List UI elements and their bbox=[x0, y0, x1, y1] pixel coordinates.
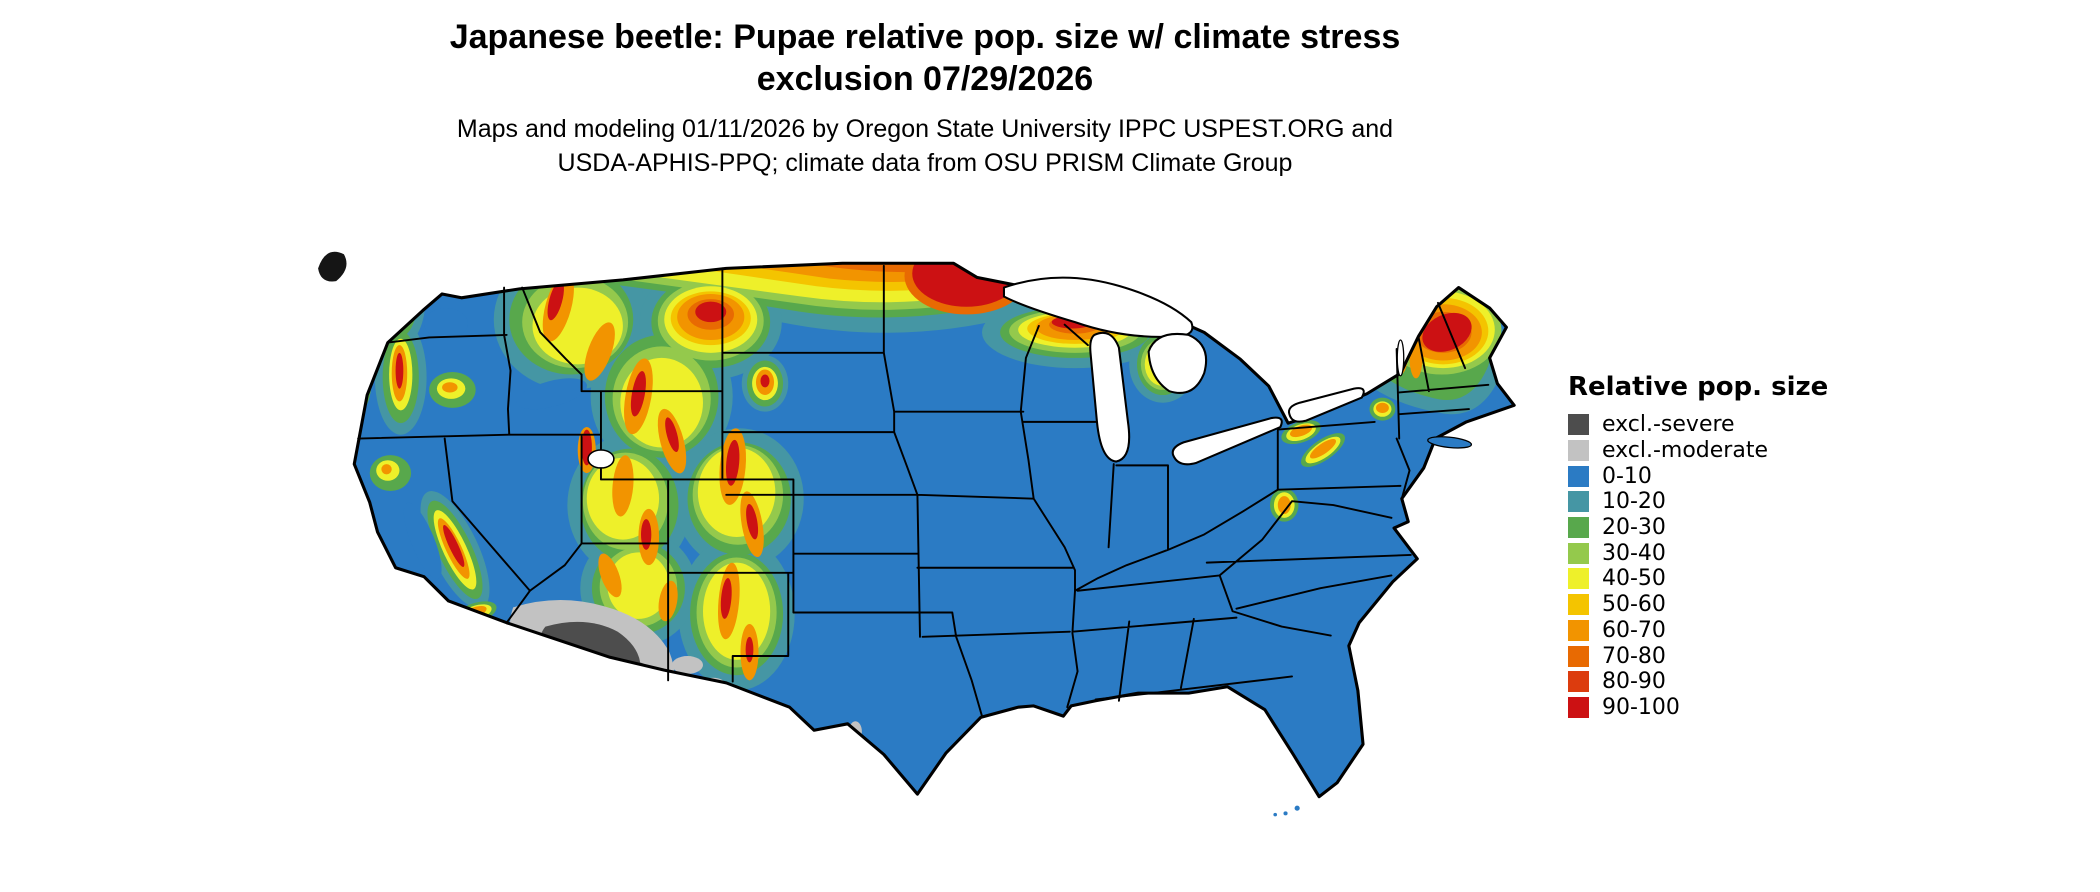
lake-huron bbox=[1147, 332, 1208, 394]
legend-item: 0-10 bbox=[1568, 463, 1868, 489]
legend-item: 40-50 bbox=[1568, 566, 1868, 592]
lake-ontario bbox=[1287, 387, 1365, 423]
overlay-90-100 bbox=[390, 263, 1472, 663]
overlay-basin-gaps bbox=[403, 308, 587, 580]
state-borders bbox=[357, 264, 1490, 718]
great-lakes bbox=[587, 276, 1405, 469]
title-line-1: Japanese beetle: Pupae relative pop. siz… bbox=[449, 18, 1401, 56]
legend-label: excl.-moderate bbox=[1602, 438, 1768, 464]
lake-superior bbox=[1002, 276, 1194, 338]
page-title: Japanese beetle: Pupae relative pop. siz… bbox=[0, 16, 1850, 100]
legend-label: 80-90 bbox=[1602, 669, 1666, 695]
vancouver-island bbox=[318, 251, 347, 282]
legend-swatch bbox=[1568, 696, 1589, 718]
legend-item: 20-30 bbox=[1568, 515, 1868, 541]
legend-item: 10-20 bbox=[1568, 489, 1868, 515]
lake-michigan bbox=[1089, 331, 1131, 463]
legend-swatch bbox=[1568, 568, 1589, 590]
subtitle-line-2: USDA-APHIS-PPQ; climate data from OSU PR… bbox=[557, 149, 1293, 177]
legend-item: excl.-severe bbox=[1568, 412, 1868, 438]
legend-swatch bbox=[1568, 414, 1589, 436]
legend-swatch bbox=[1568, 440, 1589, 462]
legend-label: 10-20 bbox=[1602, 489, 1666, 515]
legend-item: 50-60 bbox=[1568, 592, 1868, 618]
lake-erie bbox=[1171, 416, 1283, 466]
legend-label: 0-10 bbox=[1602, 463, 1652, 489]
legend-label: 30-40 bbox=[1602, 540, 1666, 566]
legend-label: 90-100 bbox=[1602, 694, 1680, 720]
legend-item: 90-100 bbox=[1568, 695, 1868, 721]
legend-swatch bbox=[1568, 542, 1589, 564]
legend-item: 30-40 bbox=[1568, 540, 1868, 566]
legend: Relative pop. size excl.-severe excl.-mod… bbox=[1568, 372, 1868, 720]
title-line-2: exclusion 07/29/2026 bbox=[756, 60, 1094, 98]
legend-label: 70-80 bbox=[1602, 643, 1666, 669]
subtitle-line-1: Maps and modeling 01/11/2026 by Oregon S… bbox=[456, 115, 1394, 143]
us-map-svg bbox=[318, 251, 1516, 817]
us-map-figure bbox=[300, 230, 1540, 885]
legend-label: 40-50 bbox=[1602, 566, 1666, 592]
legend-swatch bbox=[1568, 465, 1589, 487]
legend-item: 70-80 bbox=[1568, 643, 1868, 669]
attribution-subtitle: Maps and modeling 01/11/2026 by Oregon S… bbox=[0, 112, 1850, 180]
legend-item: 80-90 bbox=[1568, 669, 1868, 695]
florida-keys bbox=[1273, 805, 1300, 817]
legend-item: 60-70 bbox=[1568, 618, 1868, 644]
legend-swatch bbox=[1568, 594, 1589, 616]
legend-label: excl.-severe bbox=[1602, 412, 1735, 438]
legend-label: 20-30 bbox=[1602, 515, 1666, 541]
legend-label: 50-60 bbox=[1602, 592, 1666, 618]
legend-title: Relative pop. size bbox=[1568, 372, 1829, 402]
legend-swatch bbox=[1568, 491, 1589, 513]
long-island bbox=[1427, 436, 1473, 449]
legend-item: excl.-moderate bbox=[1568, 438, 1868, 464]
lake-champlain bbox=[1396, 339, 1405, 377]
legend-swatch bbox=[1568, 671, 1589, 693]
legend-label: 60-70 bbox=[1602, 617, 1666, 643]
legend-swatch bbox=[1568, 619, 1589, 641]
legend-items: excl.-severe excl.-moderate 0-10 10-20 20-30… bbox=[1568, 412, 1868, 720]
great-salt-lake bbox=[587, 449, 615, 469]
legend-swatch bbox=[1568, 645, 1589, 667]
legend-swatch bbox=[1568, 517, 1589, 539]
